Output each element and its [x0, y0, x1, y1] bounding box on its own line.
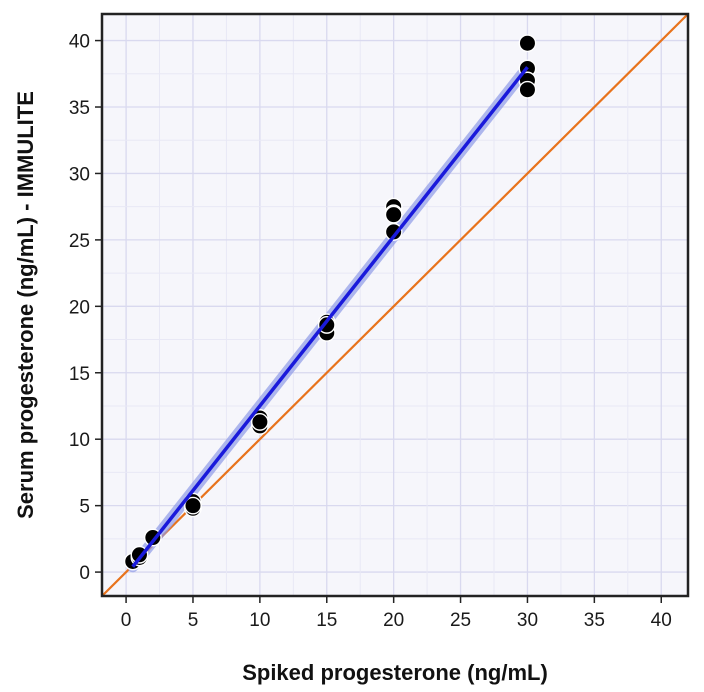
y-tick-label: 10 [69, 430, 90, 451]
data-point [518, 80, 537, 99]
x-tick-label: 20 [383, 610, 404, 631]
x-tick-label: 10 [249, 610, 270, 631]
y-tick-label: 35 [69, 98, 90, 119]
regression-line [131, 66, 529, 568]
data-point [184, 496, 202, 515]
y-tick-label: 30 [69, 164, 90, 185]
x-tick-label: 0 [121, 610, 132, 631]
y-tick-label: 20 [69, 297, 90, 318]
y-tick-label: 0 [79, 563, 90, 584]
x-tick-label: 15 [316, 610, 337, 631]
y-axis-title: Serum progesterone (ng/mL) - IMMULITE [13, 91, 38, 519]
y-tick-label: 15 [69, 364, 90, 385]
data-point [250, 413, 269, 431]
x-tick-label: 35 [584, 610, 605, 631]
x-tick-label: 40 [651, 610, 672, 631]
x-tick-label: 5 [188, 610, 199, 631]
y-tick-label: 25 [69, 231, 90, 252]
y-tick-label: 40 [69, 32, 90, 53]
chart-marks [102, 14, 688, 596]
data-point [518, 34, 537, 53]
x-tick-label: 25 [450, 610, 471, 631]
y-tick-label: 5 [79, 497, 90, 518]
data-point [384, 223, 403, 241]
x-tick-label: 30 [517, 610, 538, 631]
x-axis-title: Spiked progesterone (ng/mL) [242, 660, 548, 685]
plot-frame [100, 12, 690, 598]
x-tick-labels: 0 5 10 15 20 25 30 35 40 [121, 610, 672, 631]
data-point [384, 205, 403, 224]
y-tick-labels: 0 5 10 15 20 25 30 35 40 [69, 32, 90, 585]
